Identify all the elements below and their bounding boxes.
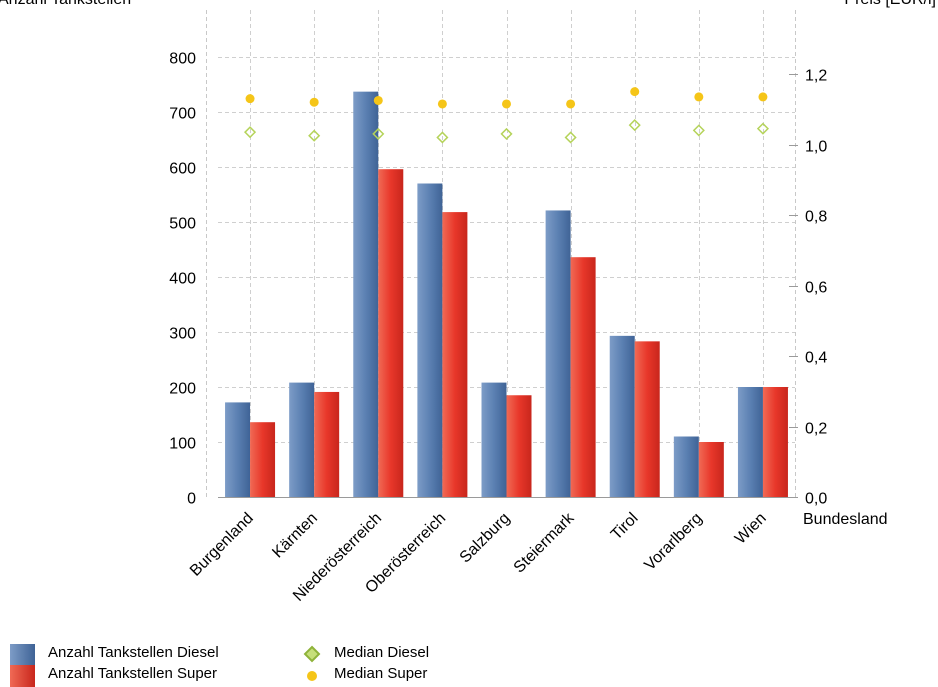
bar-diesel xyxy=(353,91,379,498)
x-tick-label: Wien xyxy=(732,510,770,548)
bar-diesel xyxy=(673,436,699,497)
point-median-diesel xyxy=(500,127,513,140)
bar-diesel xyxy=(417,183,443,497)
legend-label: Anzahl Tankstellen Super xyxy=(48,665,217,682)
point-median-super xyxy=(758,92,768,102)
bar-super xyxy=(378,169,404,497)
bar-diesel xyxy=(225,402,251,497)
y-right-axis-title: Preis [EUR/l] xyxy=(844,0,936,8)
bar-super xyxy=(506,395,532,497)
legend-label: Anzahl Tankstellen Diesel xyxy=(48,644,219,661)
point-median-diesel xyxy=(372,127,385,140)
bar-super xyxy=(314,391,340,497)
y-left-tick-label: 600 xyxy=(169,161,196,178)
y-left-tick-label: 200 xyxy=(169,381,196,398)
circle-icon xyxy=(307,671,317,681)
bar-super xyxy=(250,422,276,497)
bar-diesel xyxy=(545,210,571,497)
y-left-tick-label: 800 xyxy=(169,51,196,68)
point-median-diesel xyxy=(243,126,257,139)
y-left-tick-label: 400 xyxy=(169,271,196,288)
point-median-super xyxy=(373,95,383,105)
point-median-super xyxy=(437,99,447,109)
y-left-tick-label: 300 xyxy=(169,326,196,343)
point-median-diesel xyxy=(628,119,641,132)
y-right-tick-label: 0,6 xyxy=(805,280,827,297)
x-axis-title: Bundesland xyxy=(803,511,888,528)
x-tick-label: Burgenland xyxy=(187,510,257,580)
y-left-axis-title: Anzahl Tankstellen xyxy=(0,0,131,8)
legend: Anzahl Tankstellen Diesel Anzahl Tankste… xyxy=(10,642,610,687)
y-right-tick-label: 1,0 xyxy=(805,139,827,156)
point-median-super xyxy=(245,94,255,104)
legend-swatch-blue xyxy=(10,644,35,666)
axes: Anzahl Tankstellen Preis [EUR/l] Bundesl… xyxy=(0,0,936,528)
bar-super xyxy=(762,387,788,497)
legend-label: Median Diesel xyxy=(334,644,430,661)
x-tick-label: Vorarlberg xyxy=(641,510,705,574)
bar-diesel xyxy=(737,387,763,497)
legend-swatch-red xyxy=(10,665,35,687)
bar-diesel xyxy=(289,382,315,497)
point-median-super xyxy=(502,99,511,109)
point-median-super xyxy=(630,87,640,97)
chart-canvas: Anzahl Tankstellen Preis [EUR/l] Bundesl… xyxy=(0,0,936,605)
y-left-tick-label: 0 xyxy=(187,491,196,508)
legend-label: Median Super xyxy=(334,665,428,682)
y-left-tick-label: 700 xyxy=(169,106,196,123)
point-median-diesel xyxy=(692,124,705,137)
x-tick-label: Tirol xyxy=(608,510,642,544)
y-right-tick-label: 0,4 xyxy=(805,350,827,367)
points xyxy=(243,87,770,144)
bar-diesel xyxy=(609,335,635,497)
bar-super xyxy=(634,341,660,497)
point-median-super xyxy=(566,99,576,109)
y-right-tick-label: 1,2 xyxy=(805,68,827,85)
bar-super xyxy=(442,212,468,497)
point-median-super xyxy=(309,97,319,107)
point-median-diesel xyxy=(564,131,577,144)
y-right-tick-label: 0,0 xyxy=(805,491,827,508)
tick-labels: 0 100 200 300 400 500 600 700 800 0,0 0,2 0,4 0,6 0,8… xyxy=(169,51,827,605)
x-tick-label: Kärnten xyxy=(269,510,321,562)
y-left-tick-label: 500 xyxy=(169,216,196,233)
point-median-super xyxy=(694,92,704,102)
y-right-tick-label: 0,8 xyxy=(805,209,827,226)
bar-super xyxy=(698,442,724,497)
diamond-icon xyxy=(303,645,321,663)
point-median-diesel xyxy=(756,122,770,135)
x-tick-label: Salzburg xyxy=(457,510,514,567)
point-median-diesel xyxy=(436,131,449,144)
bar-super xyxy=(570,257,596,497)
y-right-tick-label: 0,2 xyxy=(805,421,827,438)
x-tick-label: Steiermark xyxy=(511,509,578,576)
y-left-tick-label: 100 xyxy=(169,436,196,453)
bar-diesel xyxy=(481,382,507,497)
point-median-diesel xyxy=(308,129,321,142)
bars xyxy=(225,91,788,498)
